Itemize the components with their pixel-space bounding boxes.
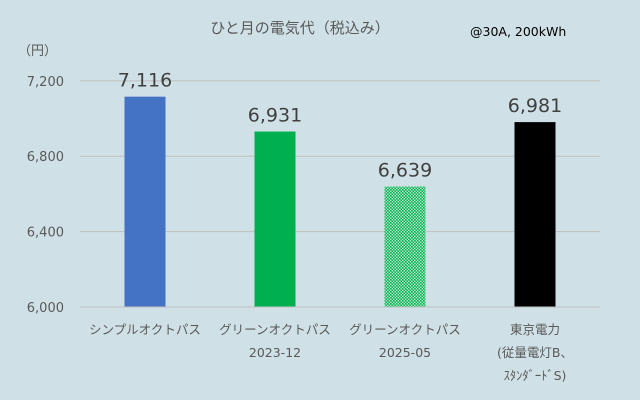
x-tick-label: グリーンオクトパス: [219, 322, 331, 337]
gridlines: [80, 80, 600, 233]
x-tick-label: シンプルオクトパス: [89, 322, 201, 337]
x-tick-label: 東京電力: [510, 322, 560, 337]
bars: [124, 96, 556, 307]
x-tick-label: 2025-05: [379, 345, 431, 360]
x-tick-label: ｽﾀﾝﾀﾞｰﾄﾞS): [504, 368, 567, 383]
data-label: 6,639: [378, 160, 432, 182]
data-label: 7,116: [118, 70, 172, 92]
bar: [124, 96, 166, 307]
y-axis-ticks: 6,000 6,400 6,800 7,200: [27, 75, 64, 316]
data-label: 6,931: [248, 105, 302, 127]
chart-title: ひと月の電気代（税込み）: [210, 19, 390, 37]
y-tick-label: 6,800: [27, 150, 64, 165]
y-axis-label: （円）: [18, 44, 57, 59]
bar: [514, 122, 556, 307]
value-labels: 7,116 6,931 6,639 6,981: [118, 70, 562, 182]
y-tick-label: 6,000: [27, 301, 64, 316]
data-label: 6,981: [508, 95, 562, 117]
x-axis-labels: シンプルオクトパス グリーンオクトパス 2023-12 グリーンオクトパス 2025-0…: [89, 322, 573, 383]
y-tick-label: 7,200: [27, 75, 64, 90]
y-tick-label: 6,400: [27, 226, 64, 241]
bar: [384, 186, 426, 307]
x-tick-label: (従量電灯B、: [497, 345, 573, 360]
x-tick-label: 2023-12: [249, 345, 301, 360]
bar: [254, 131, 296, 307]
x-tick-label: グリーンオクトパス: [349, 322, 461, 337]
chart-subtitle: @30A, 200kWh: [470, 24, 566, 39]
